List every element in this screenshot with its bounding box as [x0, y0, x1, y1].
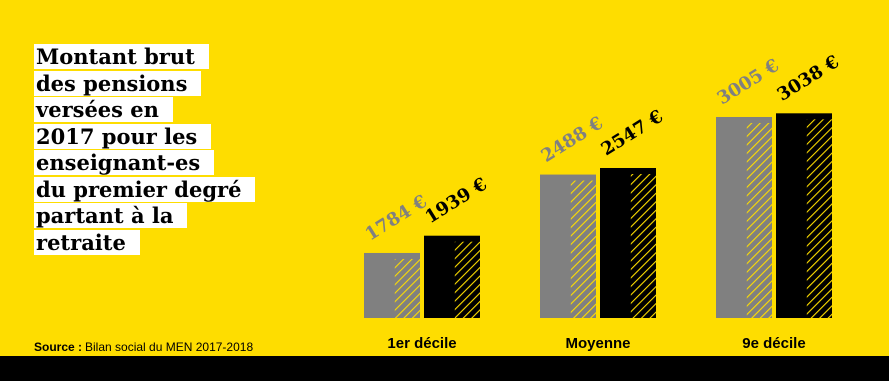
title-line: des pensions	[34, 70, 202, 96]
title-line: du premier degré	[34, 176, 256, 202]
footer-band	[0, 356, 889, 381]
chart-title: Montant brut des pensions versées en 2017 p…	[34, 44, 294, 256]
bar-hatch	[806, 119, 832, 319]
bar-hatch	[630, 173, 656, 318]
x-tick-label: 1er décile	[387, 335, 456, 352]
bar-hatch	[394, 258, 420, 318]
x-tick-label: Moyenne	[565, 335, 630, 352]
source-text: Bilan social du MEN 2017-2018	[85, 340, 254, 354]
title-line: 2017 pour les	[34, 123, 212, 149]
source-label: Source :	[34, 340, 83, 354]
x-tick-label: 9e décile	[742, 335, 805, 352]
title-line: retraite	[34, 229, 140, 255]
title-line: versées en	[34, 97, 173, 122]
title-line: enseignant-es	[34, 150, 215, 175]
bar-hatch	[570, 180, 596, 318]
title-line: Montant brut	[34, 44, 209, 69]
title-line: partant à la	[34, 203, 188, 228]
bar-hatch	[454, 241, 480, 318]
source: Source : Bilan social du MEN 2017-2018	[34, 340, 253, 354]
bar-hatch	[746, 122, 772, 318]
